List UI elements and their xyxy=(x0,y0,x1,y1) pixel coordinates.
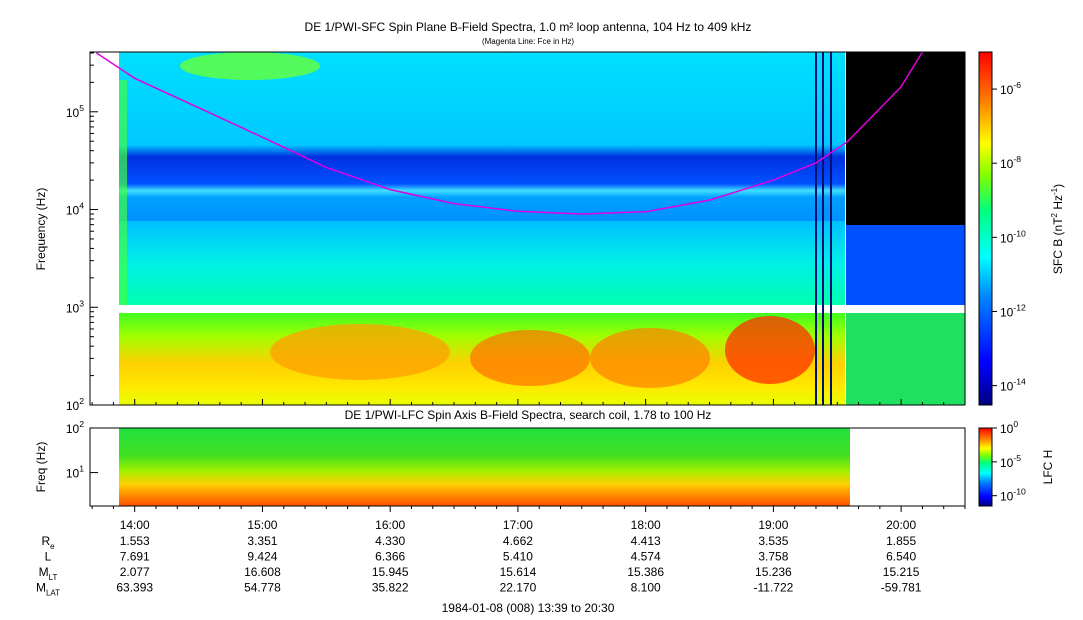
lfc-colorbar-label: LFC H xyxy=(1041,450,1055,485)
sfc-colorbar-axis: 10-6 10-8 10-10 10-12 10-14 xyxy=(992,80,1026,394)
ephemeris-value: 3.351 xyxy=(247,534,277,548)
sfc-intensity-patch xyxy=(725,316,815,384)
time-tick-label: 14:00 xyxy=(120,518,150,532)
sfc-colorbar xyxy=(978,51,993,406)
sfc-colorbar-tick-label: 10-6 xyxy=(1000,80,1021,97)
sfc-intensity-patch xyxy=(270,324,450,380)
sfc-dropout-line xyxy=(822,52,824,405)
lfc-colorbar-tick-label: 10-5 xyxy=(1000,453,1021,470)
sfc-left-strip xyxy=(119,80,127,305)
ephemeris-row-label: Re xyxy=(41,534,55,551)
sfc-dropout-line xyxy=(830,52,832,405)
ephemeris-table: Re 1.553 3.351 4.330 4.662 4.413 3.535 1.855 L 7.… xyxy=(36,534,922,598)
ephemeris-value: 15.945 xyxy=(372,565,409,579)
time-tick-label: 16:00 xyxy=(375,518,405,532)
sfc-ylabel: Frequency (Hz) xyxy=(34,188,48,271)
sfc-ytick-label: 104 xyxy=(66,201,84,218)
time-tick-label: 17:00 xyxy=(503,518,533,532)
sfc-band-middle xyxy=(119,221,845,305)
lfc-ytick-label: 101 xyxy=(66,464,84,481)
sfc-colorbar-tick-label: 10-12 xyxy=(1000,302,1026,319)
lfc-panel: 101 102 xyxy=(66,419,966,507)
time-range-footer: 1984-01-08 (008) 13:39 to 20:30 xyxy=(442,601,615,615)
sfc-ytick-label: 103 xyxy=(66,298,84,315)
ephemeris-value: -11.722 xyxy=(753,581,793,595)
ephemeris-row-label: MLAT xyxy=(36,581,60,598)
sfc-panel: 102 103 104 105 xyxy=(66,51,966,413)
time-axis: 14:00 15:00 16:00 17:00 18:00 19:00 20:00 xyxy=(90,399,966,532)
sfc-plot-frame xyxy=(89,51,966,406)
lfc-ytick-label: 102 xyxy=(66,419,84,436)
ephemeris-value: 15.215 xyxy=(883,565,920,579)
sfc-colorbar-label: SFC B (nT2 Hz-1) xyxy=(1050,184,1065,274)
sfc-y-axis: 102 103 104 105 xyxy=(66,52,98,413)
ephemeris-value: 5.410 xyxy=(503,550,533,564)
sfc-colorbar-tick-label: 10-14 xyxy=(1000,377,1026,394)
sfc-tail-band-green xyxy=(846,313,965,405)
ephemeris-row-label: MLT xyxy=(39,565,58,582)
time-tick-label: 19:00 xyxy=(758,518,788,532)
ephemeris-value: 15.386 xyxy=(627,565,664,579)
ephemeris-value: 15.614 xyxy=(500,565,537,579)
lfc-colorbar-tick-label: 10-10 xyxy=(1000,487,1026,504)
ephemeris-value: 54.778 xyxy=(244,581,281,595)
ephemeris-value: 9.424 xyxy=(247,550,277,564)
lfc-ylabel: Freq (Hz) xyxy=(34,442,48,493)
time-tick-label: 15:00 xyxy=(247,518,277,532)
sfc-colorbar-tick-label: 10-8 xyxy=(1000,154,1021,171)
lfc-title: DE 1/PWI-LFC Spin Axis B-Field Spectra, … xyxy=(345,408,712,422)
sfc-nodata-block xyxy=(846,52,965,225)
sfc-tail-band-blue xyxy=(846,225,965,305)
ephemeris-value: 35.822 xyxy=(372,581,409,595)
ephemeris-value: 4.330 xyxy=(375,534,405,548)
lfc-band xyxy=(119,428,850,506)
ephemeris-value: -59.781 xyxy=(881,581,922,595)
ephemeris-row-label: L xyxy=(45,550,52,564)
ephemeris-value: 2.077 xyxy=(120,565,150,579)
lfc-colorbar xyxy=(978,427,993,507)
sfc-dropout-line xyxy=(815,52,817,405)
sfc-gap-1khz xyxy=(119,305,965,313)
sfc-colorbar-tick-label: 10-10 xyxy=(1000,228,1026,245)
ephemeris-value: 6.540 xyxy=(886,550,916,564)
ephemeris-value: 15.236 xyxy=(755,565,792,579)
ephemeris-value: 8.100 xyxy=(631,581,661,595)
sfc-subtitle: (Magenta Line: Fce in Hz) xyxy=(482,37,574,46)
ephemeris-value: 16.608 xyxy=(244,565,281,579)
ephemeris-value: 6.366 xyxy=(375,550,405,564)
sfc-intensity-patch xyxy=(590,328,710,388)
lfc-colorbar-tick-label: 100 xyxy=(1000,419,1018,436)
sfc-intensity-patch xyxy=(470,330,590,386)
sfc-band-upper xyxy=(119,52,845,221)
ephemeris-value: 3.758 xyxy=(758,550,788,564)
sfc-title: DE 1/PWI-SFC Spin Plane B-Field Spectra,… xyxy=(305,20,752,34)
sfc-ytick-label: 105 xyxy=(66,103,84,120)
time-tick-label: 18:00 xyxy=(631,518,661,532)
ephemeris-value: 3.535 xyxy=(758,534,788,548)
lfc-y-axis: 101 102 xyxy=(66,419,98,481)
ephemeris-value: 1.553 xyxy=(120,534,150,548)
ephemeris-value: 63.393 xyxy=(116,581,153,595)
lfc-colorbar-axis: 100 10-5 10-10 xyxy=(992,419,1026,504)
ephemeris-value: 4.662 xyxy=(503,534,533,548)
fce-line xyxy=(95,51,924,215)
sfc-ytick-label: 102 xyxy=(66,396,84,413)
ephemeris-value: 1.855 xyxy=(886,534,916,548)
ephemeris-value: 22.170 xyxy=(500,581,537,595)
time-tick-label: 20:00 xyxy=(886,518,916,532)
sfc-emission-patch xyxy=(180,52,320,80)
ephemeris-value: 4.574 xyxy=(631,550,661,564)
ephemeris-value: 4.413 xyxy=(631,534,661,548)
ephemeris-value: 7.691 xyxy=(120,550,150,564)
